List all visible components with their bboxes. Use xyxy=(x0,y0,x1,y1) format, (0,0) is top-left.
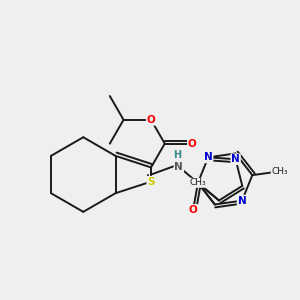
Text: S: S xyxy=(147,177,155,187)
Text: O: O xyxy=(188,139,197,148)
Text: O: O xyxy=(147,115,155,125)
Text: N: N xyxy=(204,152,213,162)
Text: CH₃: CH₃ xyxy=(271,167,288,176)
Text: CH₃: CH₃ xyxy=(190,178,206,187)
Text: O: O xyxy=(189,205,197,215)
Text: N: N xyxy=(238,196,246,206)
Text: N: N xyxy=(174,162,183,172)
Text: H: H xyxy=(173,150,181,160)
Text: N: N xyxy=(231,154,240,164)
